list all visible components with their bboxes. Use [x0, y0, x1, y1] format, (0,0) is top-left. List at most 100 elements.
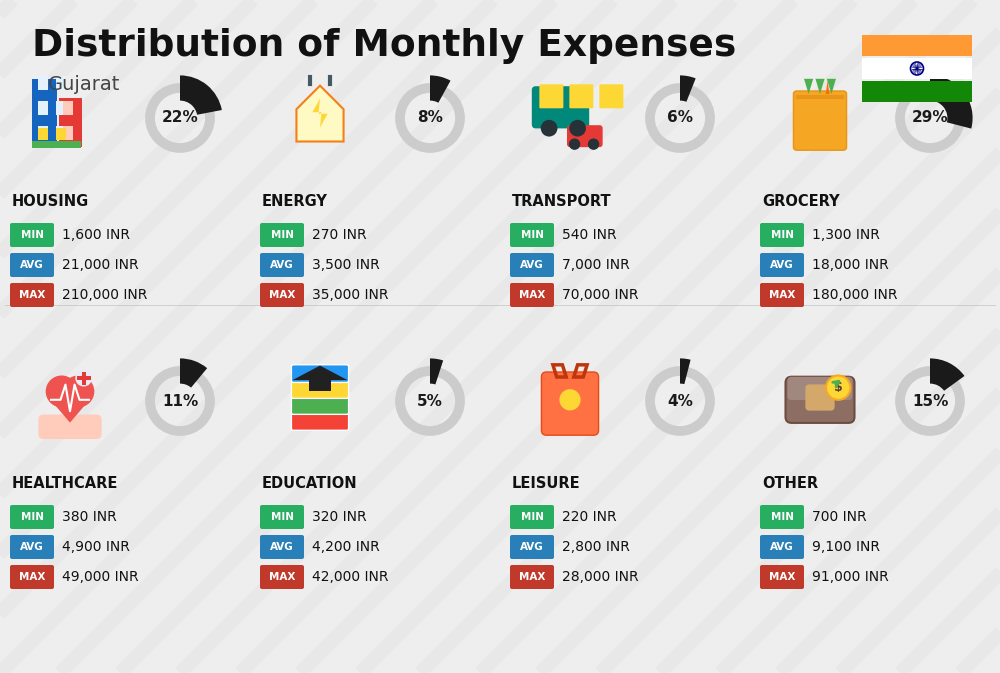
Text: 4,200 INR: 4,200 INR: [312, 540, 380, 554]
Text: 5%: 5%: [417, 394, 443, 409]
FancyBboxPatch shape: [567, 125, 603, 147]
FancyBboxPatch shape: [510, 535, 554, 559]
Wedge shape: [680, 359, 691, 384]
FancyBboxPatch shape: [32, 79, 57, 147]
FancyBboxPatch shape: [862, 81, 972, 102]
FancyBboxPatch shape: [56, 129, 66, 141]
Text: 70,000 INR: 70,000 INR: [562, 288, 639, 302]
Text: AVG: AVG: [520, 260, 544, 270]
FancyBboxPatch shape: [796, 95, 844, 98]
FancyBboxPatch shape: [291, 365, 349, 382]
Polygon shape: [804, 79, 813, 94]
Text: 180,000 INR: 180,000 INR: [812, 288, 898, 302]
FancyBboxPatch shape: [786, 377, 854, 423]
Wedge shape: [930, 359, 964, 391]
Text: AVG: AVG: [270, 260, 294, 270]
Polygon shape: [293, 365, 347, 380]
Text: ENERGY: ENERGY: [262, 194, 328, 209]
FancyBboxPatch shape: [541, 372, 599, 435]
Text: MAX: MAX: [519, 572, 545, 582]
Text: AVG: AVG: [520, 542, 544, 552]
Text: MAX: MAX: [269, 572, 295, 582]
FancyBboxPatch shape: [56, 75, 66, 90]
FancyBboxPatch shape: [10, 505, 54, 529]
FancyBboxPatch shape: [10, 565, 54, 589]
Text: MIN: MIN: [520, 512, 544, 522]
Text: 220 INR: 220 INR: [562, 510, 617, 524]
Text: HOUSING: HOUSING: [12, 194, 89, 209]
Polygon shape: [815, 79, 825, 94]
Text: 9,100 INR: 9,100 INR: [812, 540, 880, 554]
Text: 270 INR: 270 INR: [312, 228, 367, 242]
Text: AVG: AVG: [20, 260, 44, 270]
Text: 49,000 INR: 49,000 INR: [62, 570, 139, 584]
Text: 380 INR: 380 INR: [62, 510, 117, 524]
FancyBboxPatch shape: [32, 141, 81, 148]
Text: 91,000 INR: 91,000 INR: [812, 570, 889, 584]
FancyBboxPatch shape: [10, 283, 54, 307]
FancyBboxPatch shape: [599, 84, 623, 108]
Text: 18,000 INR: 18,000 INR: [812, 258, 889, 272]
Circle shape: [569, 139, 580, 150]
Polygon shape: [827, 79, 836, 94]
FancyBboxPatch shape: [260, 505, 304, 529]
FancyBboxPatch shape: [260, 223, 304, 247]
Text: 1,300 INR: 1,300 INR: [812, 228, 880, 242]
Wedge shape: [680, 75, 696, 102]
FancyBboxPatch shape: [862, 58, 972, 79]
Circle shape: [559, 389, 581, 411]
Text: 29%: 29%: [912, 110, 948, 125]
FancyBboxPatch shape: [510, 505, 554, 529]
Text: MIN: MIN: [20, 230, 44, 240]
Text: MIN: MIN: [770, 512, 794, 522]
Circle shape: [62, 376, 94, 407]
FancyBboxPatch shape: [38, 75, 48, 90]
Text: 700 INR: 700 INR: [812, 510, 867, 524]
FancyBboxPatch shape: [760, 565, 804, 589]
Circle shape: [826, 376, 850, 400]
FancyBboxPatch shape: [56, 100, 66, 114]
Text: MAX: MAX: [19, 572, 45, 582]
Text: AVG: AVG: [20, 542, 44, 552]
Text: 15%: 15%: [912, 394, 948, 409]
FancyBboxPatch shape: [510, 565, 554, 589]
FancyBboxPatch shape: [787, 377, 852, 400]
Text: AVG: AVG: [770, 542, 794, 552]
FancyBboxPatch shape: [38, 100, 48, 114]
FancyBboxPatch shape: [10, 223, 54, 247]
FancyBboxPatch shape: [510, 283, 554, 307]
Text: EDUCATION: EDUCATION: [262, 476, 358, 491]
Wedge shape: [180, 359, 207, 388]
FancyBboxPatch shape: [862, 35, 972, 56]
Circle shape: [46, 376, 78, 407]
Text: MAX: MAX: [769, 290, 795, 300]
Text: MAX: MAX: [19, 290, 45, 300]
Text: LEISURE: LEISURE: [512, 476, 581, 491]
FancyBboxPatch shape: [510, 253, 554, 277]
Polygon shape: [296, 85, 344, 141]
FancyBboxPatch shape: [569, 84, 593, 108]
Text: AVG: AVG: [770, 260, 794, 270]
Text: MAX: MAX: [269, 290, 295, 300]
FancyBboxPatch shape: [760, 223, 804, 247]
Text: 210,000 INR: 210,000 INR: [62, 288, 147, 302]
Text: MIN: MIN: [270, 512, 294, 522]
Circle shape: [75, 369, 92, 386]
FancyBboxPatch shape: [805, 384, 835, 411]
FancyBboxPatch shape: [56, 126, 66, 139]
FancyBboxPatch shape: [291, 396, 349, 415]
Text: 540 INR: 540 INR: [562, 228, 617, 242]
Text: 4,900 INR: 4,900 INR: [62, 540, 130, 554]
Text: 8%: 8%: [417, 110, 443, 125]
Text: 21,000 INR: 21,000 INR: [62, 258, 139, 272]
FancyBboxPatch shape: [260, 535, 304, 559]
Text: 22%: 22%: [162, 110, 198, 125]
Text: 7,000 INR: 7,000 INR: [562, 258, 630, 272]
Text: HEALTHCARE: HEALTHCARE: [12, 476, 118, 491]
Text: 320 INR: 320 INR: [312, 510, 367, 524]
Text: 3,500 INR: 3,500 INR: [312, 258, 380, 272]
FancyBboxPatch shape: [260, 253, 304, 277]
FancyBboxPatch shape: [291, 413, 349, 430]
Wedge shape: [930, 75, 973, 129]
FancyBboxPatch shape: [793, 91, 847, 150]
